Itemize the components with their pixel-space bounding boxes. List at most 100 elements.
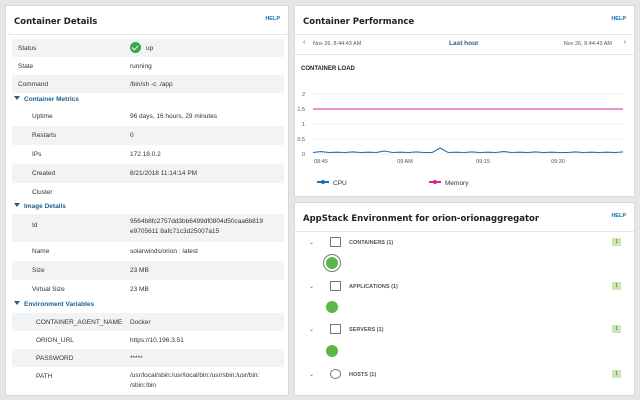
cluster-row: Cluster (12, 183, 284, 202)
help-link[interactable]: HELP (265, 16, 280, 22)
y-tick-label: 1.5 (297, 107, 305, 113)
time-range-nav: ‹ Nov 26, 8:44:43 AM Last hour Nov 26, 8… (295, 37, 634, 51)
virtual-size-row: Virtual Size 23 MB (12, 280, 284, 299)
divider (295, 54, 634, 55)
container-details-panel: Container Details HELP Status up State r… (5, 5, 289, 396)
container-icon (330, 237, 341, 247)
id-row: Id 9564b8fc2757dd3bb6499df0804d50caa6b81… (12, 214, 284, 242)
container-metrics-section[interactable]: Container Metrics (14, 96, 79, 103)
command-value: /bin/sh -c ./app (130, 81, 173, 88)
container-performance-title: Container Performance (303, 17, 415, 27)
containers-row[interactable]: ⌄ CONTAINERS (1) 1 (305, 237, 621, 251)
range-start: Nov 26, 8:44:43 AM (313, 41, 362, 47)
range-end: Nov 26, 8:44:43 AM (563, 41, 612, 47)
created-value: 8/21/2018 11:14:14 PM (130, 170, 198, 177)
cluster-label: Cluster (32, 189, 53, 196)
host-icon (330, 369, 341, 379)
x-tick-label: 09:30 (551, 159, 565, 165)
section-title: Image Details (24, 203, 66, 210)
image-details-section[interactable]: Image Details (14, 203, 66, 210)
series-line-cpu (312, 147, 624, 154)
virtual-size-value: 23 MB (130, 286, 149, 293)
section-title: Container Metrics (24, 96, 79, 103)
legend-cpu[interactable]: CPU (317, 179, 347, 187)
agent-name-label: CONTAINER_AGENT_NAME (36, 319, 123, 326)
container-load-chart: 0 0.5 1 1.5 2 08:45 09 AM 09:15 09:30 (297, 92, 624, 165)
size-value: 23 MB (130, 267, 149, 274)
uptime-row: Uptime 96 days, 16 hours, 29 minutes (12, 107, 284, 126)
chevron-down-icon: ⌄ (309, 372, 315, 378)
created-label: Created (32, 170, 56, 177)
name-value: solarwinds/orion : latest (130, 248, 198, 255)
range-label[interactable]: Last hour (449, 40, 479, 47)
check-icon (130, 42, 141, 53)
collapse-triangle-icon (14, 203, 20, 207)
status-up-dot[interactable] (326, 301, 338, 313)
chevron-down-icon: ⌄ (309, 240, 315, 246)
path-value-line-1: /usr/local/sbin:/usr/local/bin:/usr/sbin… (130, 372, 260, 379)
application-icon (330, 281, 341, 291)
collapse-triangle-icon (14, 301, 20, 305)
divider (295, 231, 634, 232)
chevron-right-icon[interactable]: › (623, 39, 626, 46)
path-label: PATH (36, 373, 53, 380)
status-label: Status (18, 45, 37, 52)
legend-label: CPU (333, 180, 347, 187)
server-icon (330, 324, 341, 334)
password-row: PASSWORD ***** (12, 349, 284, 367)
status-up-dot[interactable] (326, 345, 338, 357)
id-value-line-2: e9705611 8afc71c3d25007a15 (130, 228, 220, 235)
id-label: Id (32, 222, 38, 229)
count-badge: 1 (612, 325, 621, 333)
container-performance-panel: Container Performance HELP ‹ Nov 26, 8:4… (294, 5, 635, 197)
password-label: PASSWORD (36, 355, 74, 362)
uptime-value: 96 days, 16 hours, 29 minutes (130, 113, 218, 120)
environment-variables-section[interactable]: Environment Variables (14, 301, 94, 308)
path-row: PATH /usr/local/sbin:/usr/local/bin:/usr… (12, 367, 284, 395)
command-row: Command /bin/sh -c ./app (12, 75, 284, 93)
chevron-down-icon: ⌄ (309, 327, 315, 333)
divider (295, 34, 634, 35)
path-value-line-2: /sbin:/bin (130, 382, 157, 389)
x-tick-label: 08:45 (314, 159, 328, 165)
section-title: Environment Variables (24, 301, 95, 308)
restarts-value: 0 (130, 132, 134, 139)
container-details-title: Container Details (14, 17, 98, 27)
applications-row[interactable]: ⌄ APPLICATIONS (1) 1 (305, 281, 621, 295)
restarts-row: Restarts 0 (12, 126, 284, 145)
orion-url-label: ORION_URL (36, 337, 74, 344)
appstack-panel: AppStack Environment for orion-orionaggr… (294, 202, 635, 396)
ips-row: IPs 172.18.0.2 (12, 145, 284, 164)
legend-memory[interactable]: Memory (429, 179, 468, 187)
status-up-dot[interactable] (323, 254, 341, 272)
status-value: up (146, 45, 154, 52)
command-label: Command (18, 81, 48, 88)
id-value-line-1: 9564b8fc2757dd3bb6499df0804d50caa6b819 (130, 218, 264, 225)
restarts-label: Restarts (32, 132, 57, 139)
servers-row[interactable]: ⌄ SERVERS (1) 1 (305, 324, 621, 338)
row-label: HOSTS (1) (349, 372, 377, 378)
count-badge: 1 (612, 282, 621, 290)
ips-value: 172.18.0.2 (130, 151, 161, 158)
chart-title: CONTAINER LOAD (301, 66, 355, 72)
hosts-row[interactable]: ⌄ HOSTS (1) 1 (305, 369, 621, 383)
y-tick-label: 0.5 (297, 137, 305, 143)
name-row: Name solarwinds/orion : latest (12, 242, 284, 261)
orion-url-row: ORION_URL https://10.196.3.51 (12, 331, 284, 349)
size-label: Size (32, 267, 45, 274)
row-label: APPLICATIONS (1) (349, 284, 398, 290)
help-link[interactable]: HELP (611, 213, 626, 219)
help-link[interactable]: HELP (611, 16, 626, 22)
memory-swatch-icon (429, 179, 441, 184)
orion-url-value: https://10.196.3.51 (130, 337, 184, 344)
state-row: State running (12, 57, 284, 75)
created-row: Created 8/21/2018 11:14:14 PM (12, 164, 284, 183)
appstack-title: AppStack Environment for orion-orionaggr… (303, 214, 540, 224)
size-row: Size 23 MB (12, 261, 284, 280)
y-tick-label: 2 (302, 92, 305, 98)
x-tick-label: 09:15 (476, 159, 490, 165)
chevron-left-icon[interactable]: ‹ (303, 39, 306, 46)
name-label: Name (32, 248, 50, 255)
virtual-size-label: Virtual Size (32, 286, 65, 293)
y-tick-label: 0 (302, 152, 305, 158)
